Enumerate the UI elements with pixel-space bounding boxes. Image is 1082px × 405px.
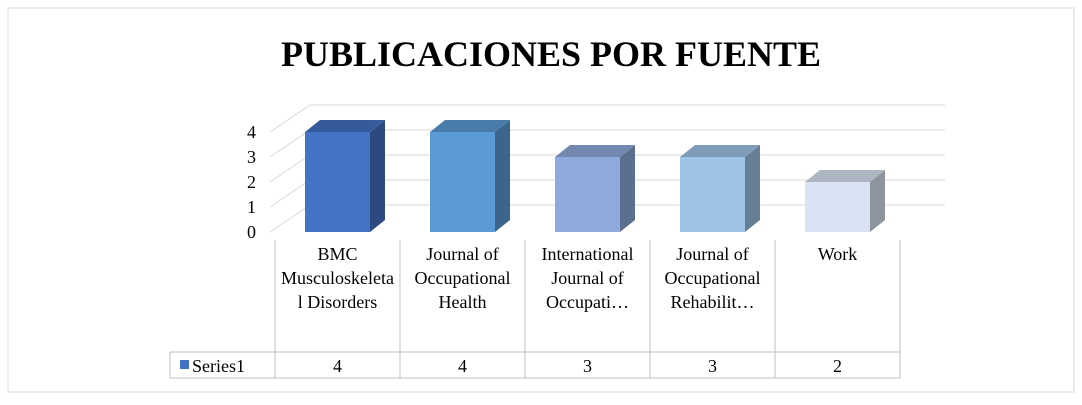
x-tick-label: Work <box>817 244 858 264</box>
bar <box>805 170 885 232</box>
table-value: 3 <box>708 356 717 376</box>
category-cell: BMC Musculoskeletal Disorders <box>281 244 394 312</box>
y-tick-label: 2 <box>247 172 256 192</box>
grid-line <box>269 104 945 133</box>
bar-front <box>305 132 370 232</box>
category-cell: International Journal of Occupati… <box>541 244 634 312</box>
y-tick-label: 4 <box>247 122 256 142</box>
bar-front <box>430 132 495 232</box>
category-cell: Journal of Occupational Rehabilit… <box>664 244 761 312</box>
bar <box>430 120 510 232</box>
bar-front <box>805 182 870 232</box>
x-tick-label: Journal of Occupational Health <box>414 244 511 312</box>
table-value: 2 <box>833 356 842 376</box>
x-tick-label: International Journal of Occupati… <box>541 244 634 312</box>
bar-side <box>495 120 510 232</box>
table-value: 3 <box>583 356 592 376</box>
bar-side <box>620 145 635 232</box>
bar-side <box>870 170 885 232</box>
category-cell: Work <box>817 244 858 264</box>
legend-key <box>180 360 189 369</box>
x-tick-label: Journal of Occupational Rehabilit… <box>664 244 761 312</box>
chart-area <box>7 7 1075 393</box>
bar <box>680 145 760 232</box>
y-tick-label: 1 <box>247 197 256 217</box>
table-value: 4 <box>333 356 342 376</box>
bar-top <box>805 170 885 182</box>
bar <box>555 145 635 232</box>
y-tick-label: 3 <box>247 147 256 167</box>
table-value: 4 <box>458 356 467 376</box>
bar-top <box>555 145 635 157</box>
bar-top <box>430 120 510 132</box>
y-tick-label: 0 <box>247 222 256 242</box>
x-tick-label: BMC Musculoskeletal Disorders <box>281 244 394 312</box>
bar-front <box>555 157 620 232</box>
bar <box>305 120 385 232</box>
bar-top <box>305 120 385 132</box>
bar-side <box>745 145 760 232</box>
bar-top <box>680 145 760 157</box>
bar-side <box>370 120 385 232</box>
legend-label: Series1 <box>192 356 245 376</box>
chart-title: PUBLICACIONES POR FUENTE <box>281 34 821 74</box>
category-cell: Journal of Occupational Health <box>414 244 511 312</box>
bar-front <box>680 157 745 232</box>
